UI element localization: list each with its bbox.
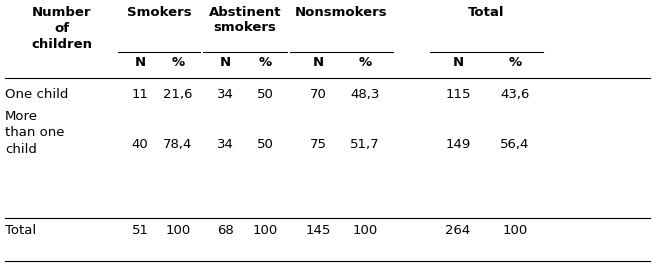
Text: Nonsmokers: Nonsmokers — [295, 6, 388, 19]
Text: 51: 51 — [131, 224, 149, 237]
Text: %: % — [258, 56, 272, 69]
Text: 145: 145 — [305, 224, 331, 237]
Text: 50: 50 — [256, 138, 274, 151]
Text: %: % — [358, 56, 372, 69]
Text: One child: One child — [5, 88, 69, 101]
Text: 68: 68 — [216, 224, 233, 237]
Text: Total: Total — [5, 224, 36, 237]
Text: 40: 40 — [132, 138, 149, 151]
Text: 264: 264 — [446, 224, 471, 237]
Text: N: N — [135, 56, 146, 69]
Text: Total: Total — [468, 6, 505, 19]
Text: 115: 115 — [446, 88, 471, 101]
Text: 100: 100 — [502, 224, 527, 237]
Text: 100: 100 — [165, 224, 190, 237]
Text: 11: 11 — [131, 88, 149, 101]
Text: 100: 100 — [252, 224, 278, 237]
Text: 34: 34 — [216, 88, 234, 101]
Text: N: N — [452, 56, 464, 69]
Text: 48,3: 48,3 — [350, 88, 380, 101]
Text: 50: 50 — [256, 88, 274, 101]
Text: %: % — [171, 56, 184, 69]
Text: Smokers: Smokers — [127, 6, 191, 19]
Text: 56,4: 56,4 — [500, 138, 529, 151]
Text: 51,7: 51,7 — [350, 138, 380, 151]
Text: More
than one
child: More than one child — [5, 110, 65, 156]
Text: 70: 70 — [310, 88, 326, 101]
Text: %: % — [508, 56, 521, 69]
Text: Number
of
children: Number of children — [31, 6, 92, 51]
Text: 34: 34 — [216, 138, 234, 151]
Text: Abstinent
smokers: Abstinent smokers — [208, 6, 281, 34]
Text: N: N — [312, 56, 324, 69]
Text: 75: 75 — [310, 138, 326, 151]
Text: 149: 149 — [446, 138, 471, 151]
Text: 78,4: 78,4 — [163, 138, 192, 151]
Text: N: N — [219, 56, 230, 69]
Text: 21,6: 21,6 — [163, 88, 192, 101]
Text: 100: 100 — [352, 224, 378, 237]
Text: 43,6: 43,6 — [500, 88, 529, 101]
